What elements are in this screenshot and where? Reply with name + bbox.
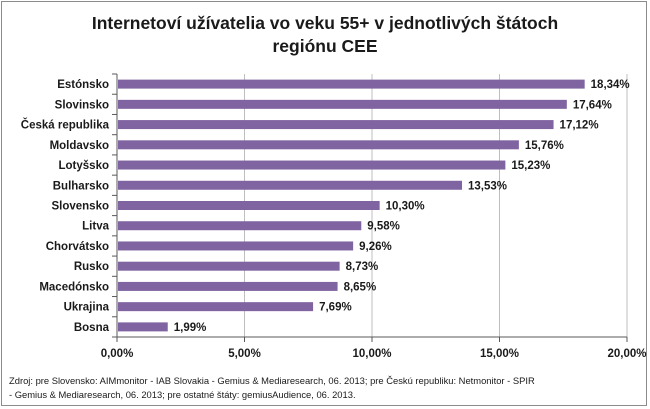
source-line-1: Zdroj: pre Slovensko: AIMmonitor - IAB S… [9,375,535,386]
bar-6 [118,201,380,210]
category-label-1: Slovinsko [55,99,109,111]
chart-title: Internetoví užívatelia vo veku 55+ v jed… [0,12,650,58]
chart-title-line-2: regiónu CEE [272,36,378,56]
data-label-4: 15,23% [511,160,550,172]
data-label-11: 7,69% [319,302,352,314]
data-label-6: 10,30% [386,201,425,213]
category-label-0: Estónsko [57,79,109,91]
category-label-11: Ukrajina [64,302,110,314]
category-label-7: Litva [82,221,109,233]
x-tick-label-1: 5,00% [228,348,261,360]
data-label-3: 15,76% [525,140,564,152]
x-tick-label-3: 15,00% [480,348,519,360]
category-label-4: Lotyšsko [59,160,110,172]
bar-2 [118,120,554,130]
category-label-10: Macedónsko [39,281,109,293]
data-label-0: 18,34% [591,79,630,91]
data-label-1: 17,64% [573,99,612,111]
bar-8 [118,241,354,251]
data-label-8: 9,26% [359,241,392,253]
bar-5 [118,180,463,190]
data-label-2: 17,12% [560,120,599,132]
category-label-2: Česká republika [21,119,110,132]
bar-1 [118,99,567,109]
bar-11 [118,302,314,312]
data-label-12: 1,99% [174,322,207,334]
x-tick-label-2: 10,00% [352,348,391,360]
bar-7 [118,221,362,231]
category-label-5: Bulharsko [53,180,109,192]
bar-0 [118,79,585,89]
bar-10 [118,281,338,291]
data-label-7: 9,58% [367,221,400,233]
source-line-2: - Gemius & Mediaresearch, 06. 2013; pre … [9,388,356,400]
category-label-6: Slovensko [51,201,109,213]
data-label-10: 8,65% [344,281,377,293]
chart-title-line-1: Internetoví užívatelia vo veku 55+ v jed… [91,13,559,33]
data-label-9: 8,73% [346,261,379,273]
category-label-8: Chorvátsko [46,241,109,253]
category-label-3: Moldavsko [50,140,109,152]
category-label-12: Bosna [74,322,110,334]
bar-3 [118,140,519,150]
category-label-9: Rusko [74,261,109,273]
data-label-5: 13,53% [468,180,507,192]
x-tick-label-0: 0,00% [101,348,134,360]
source-note: Zdroj: pre Slovensko: AIMmonitor - IAB S… [9,374,641,401]
x-tick-label-4: 20,00% [607,348,646,360]
bar-4 [118,160,506,170]
bar-9 [118,261,340,271]
bar-12 [118,322,168,332]
